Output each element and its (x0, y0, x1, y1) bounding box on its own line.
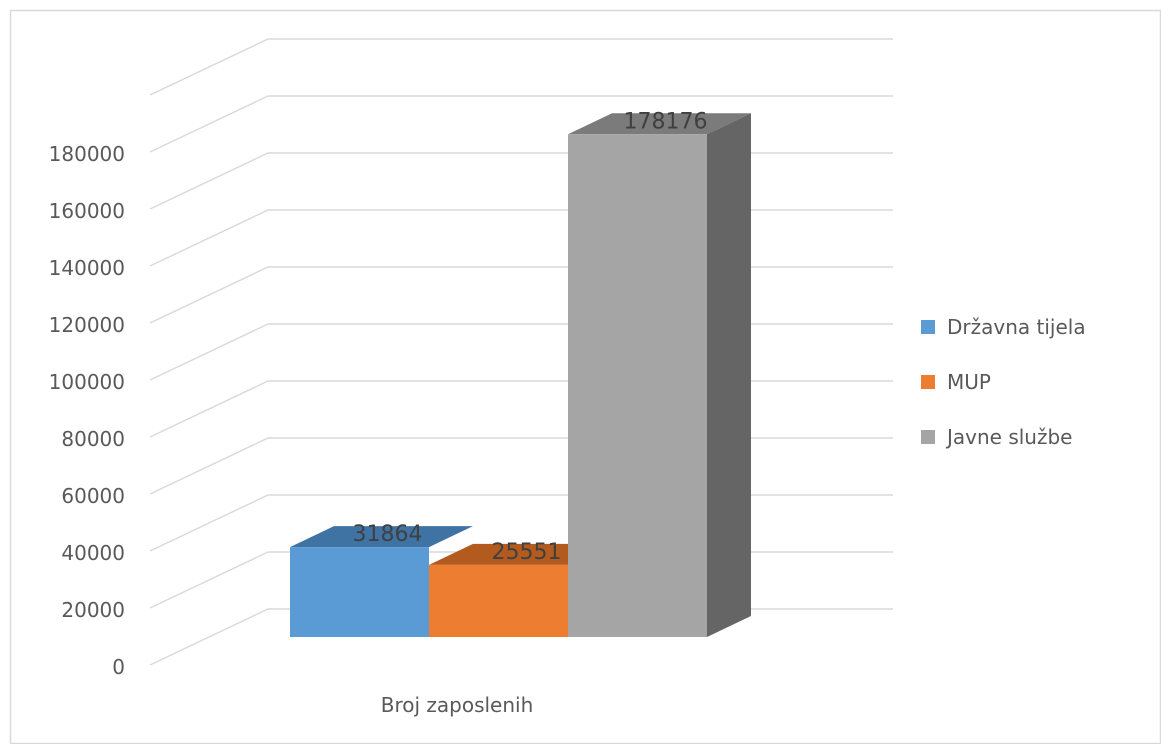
x-axis: Broj zaposlenih (381, 693, 534, 717)
gridline (149, 95, 893, 153)
bar-front (568, 134, 707, 637)
bar-front (429, 564, 568, 637)
y-tick-label: 100000 (49, 370, 125, 394)
x-tick-label: Broj zaposlenih (381, 693, 534, 717)
bars (290, 113, 751, 637)
legend-item: Javne službe (921, 425, 1072, 449)
legend-item: Državna tijela (921, 315, 1086, 339)
data-label: 25551 (492, 540, 562, 565)
bar-side (707, 113, 751, 637)
y-tick-label: 160000 (49, 199, 125, 223)
legend-label: Državna tijela (947, 315, 1086, 339)
data-label: 31864 (353, 522, 423, 547)
bar-javne-službe (568, 113, 751, 637)
y-tick-label: 120000 (49, 313, 125, 337)
legend-item: MUP (921, 370, 991, 394)
y-tick-label: 80000 (61, 427, 125, 451)
legend-swatch (921, 430, 935, 444)
y-tick-label: 180000 (49, 142, 125, 166)
y-axis: 0 20000 40000 60000 80000 100000 120000 140000 1… (49, 142, 125, 679)
y-tick-label: 20000 (61, 598, 125, 622)
bar-državna-tijela (290, 526, 473, 637)
legend-label: Javne službe (945, 425, 1072, 449)
y-tick-label: 40000 (61, 541, 125, 565)
legend-swatch (921, 320, 935, 334)
y-tick-label: 0 (112, 655, 125, 679)
gridline (149, 38, 893, 96)
y-tick-label: 140000 (49, 256, 125, 280)
legend-label: MUP (947, 370, 991, 394)
bar-front (290, 547, 429, 637)
bar-mup (429, 543, 612, 637)
bar-top (429, 543, 612, 565)
legend-swatch (921, 375, 935, 389)
y-tick-label: 60000 (61, 484, 125, 508)
data-labels: 31864 25551 178176 (353, 109, 708, 565)
bar-top (290, 526, 473, 548)
data-label: 178176 (624, 109, 708, 134)
bar-top (568, 113, 751, 135)
legend: Državna tijela MUP Javne službe (921, 315, 1086, 449)
